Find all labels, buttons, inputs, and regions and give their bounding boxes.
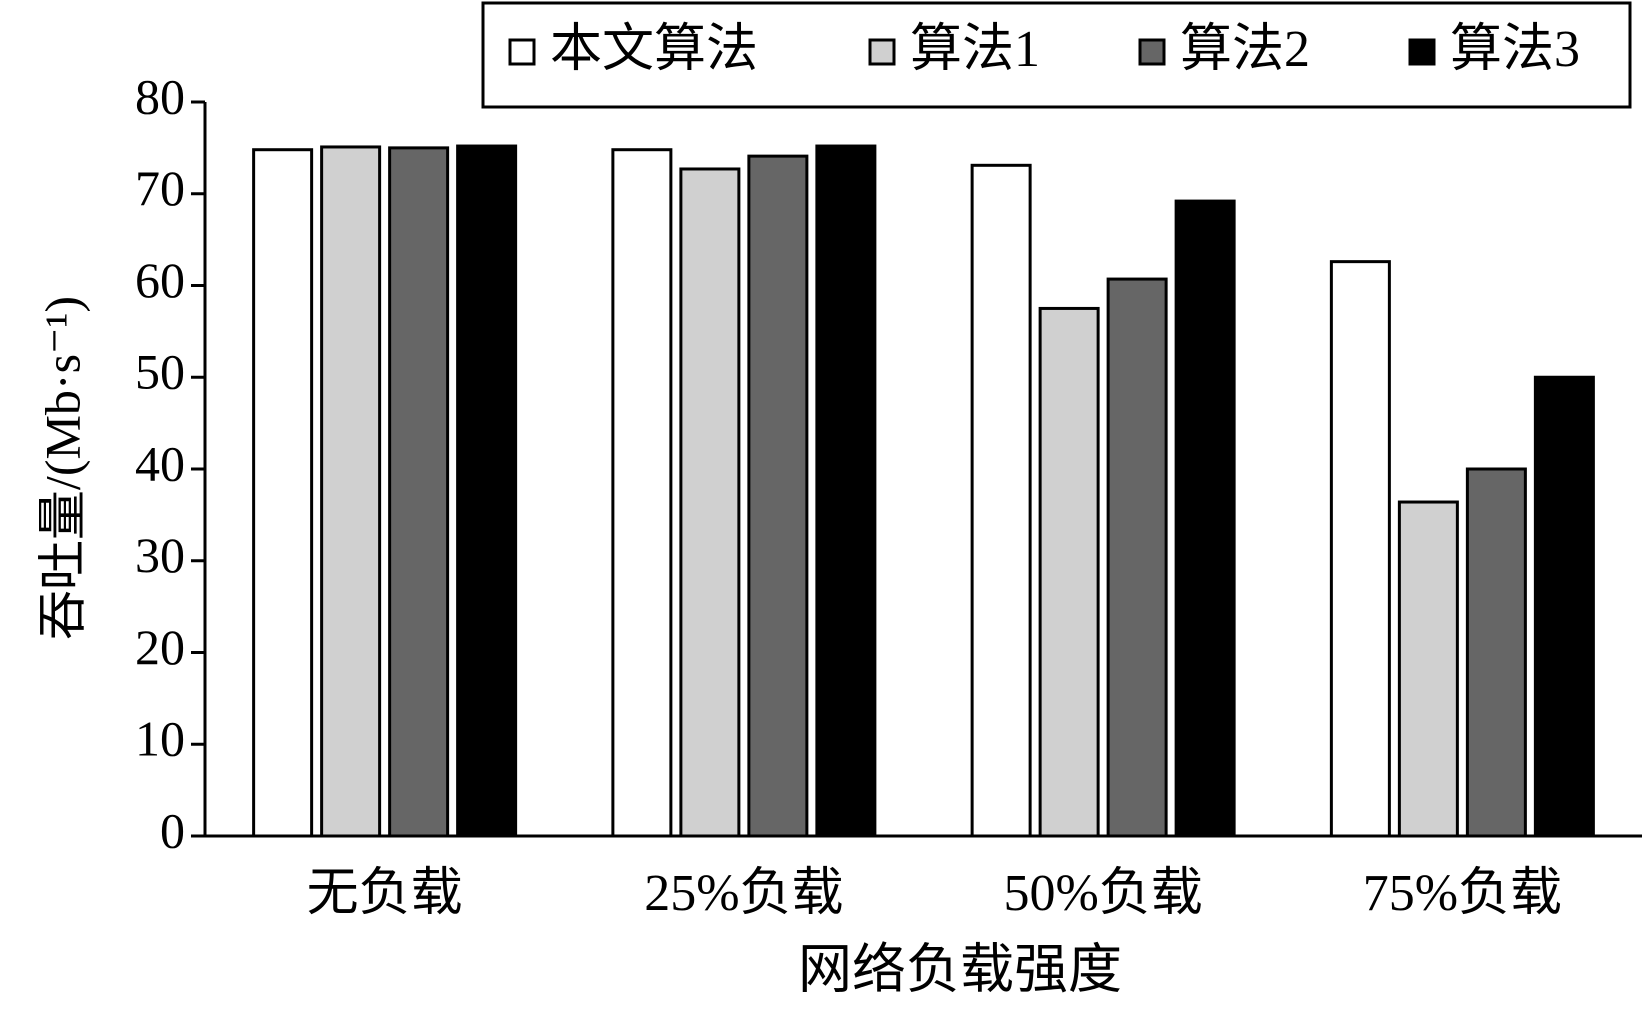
bar: [815, 144, 877, 838]
bar: [1465, 467, 1527, 838]
y-tick-label: 50: [135, 344, 185, 400]
bar: [1397, 500, 1459, 838]
x-axis-label: 网络负载强度: [798, 939, 1122, 999]
legend-box: [481, 1, 1632, 109]
y-tick-label: 0: [160, 802, 185, 858]
legend-swatch: [1408, 38, 1436, 66]
bar: [456, 144, 518, 838]
bar: [252, 148, 314, 838]
y-tick-label: 70: [135, 160, 185, 216]
bar: [1329, 260, 1391, 838]
legend-label: 算法3: [1450, 21, 1580, 78]
legend-label: 算法1: [910, 21, 1040, 78]
legend-label: 算法2: [1180, 21, 1310, 78]
legend-label: 本文算法: [550, 21, 758, 78]
legend-swatch: [868, 38, 896, 66]
bar: [1174, 199, 1236, 838]
x-tick-label: 25%负载: [644, 865, 843, 922]
x-tick-label: 50%负载: [1003, 865, 1202, 922]
legend-swatch: [508, 38, 536, 66]
bar: [970, 163, 1032, 838]
bar: [1038, 306, 1100, 838]
y-tick-label: 30: [135, 527, 185, 583]
y-axis-label: 吞吐量/(Mb·s⁻¹): [34, 296, 90, 640]
y-tick-label: 40: [135, 435, 185, 491]
legend-swatch: [1138, 38, 1166, 66]
bar: [679, 167, 741, 838]
x-tick-label: 75%负载: [1363, 865, 1562, 922]
y-tick-label: 20: [135, 619, 185, 675]
bar: [1106, 277, 1168, 838]
bar: [320, 145, 382, 838]
y-tick-label: 80: [135, 68, 185, 124]
bar: [1533, 375, 1595, 838]
bar: [611, 148, 673, 838]
y-tick-label: 10: [135, 711, 185, 767]
x-tick-label: 无负载: [307, 865, 463, 922]
bar: [388, 146, 450, 838]
bar: [747, 154, 809, 838]
y-tick-label: 60: [135, 252, 185, 308]
